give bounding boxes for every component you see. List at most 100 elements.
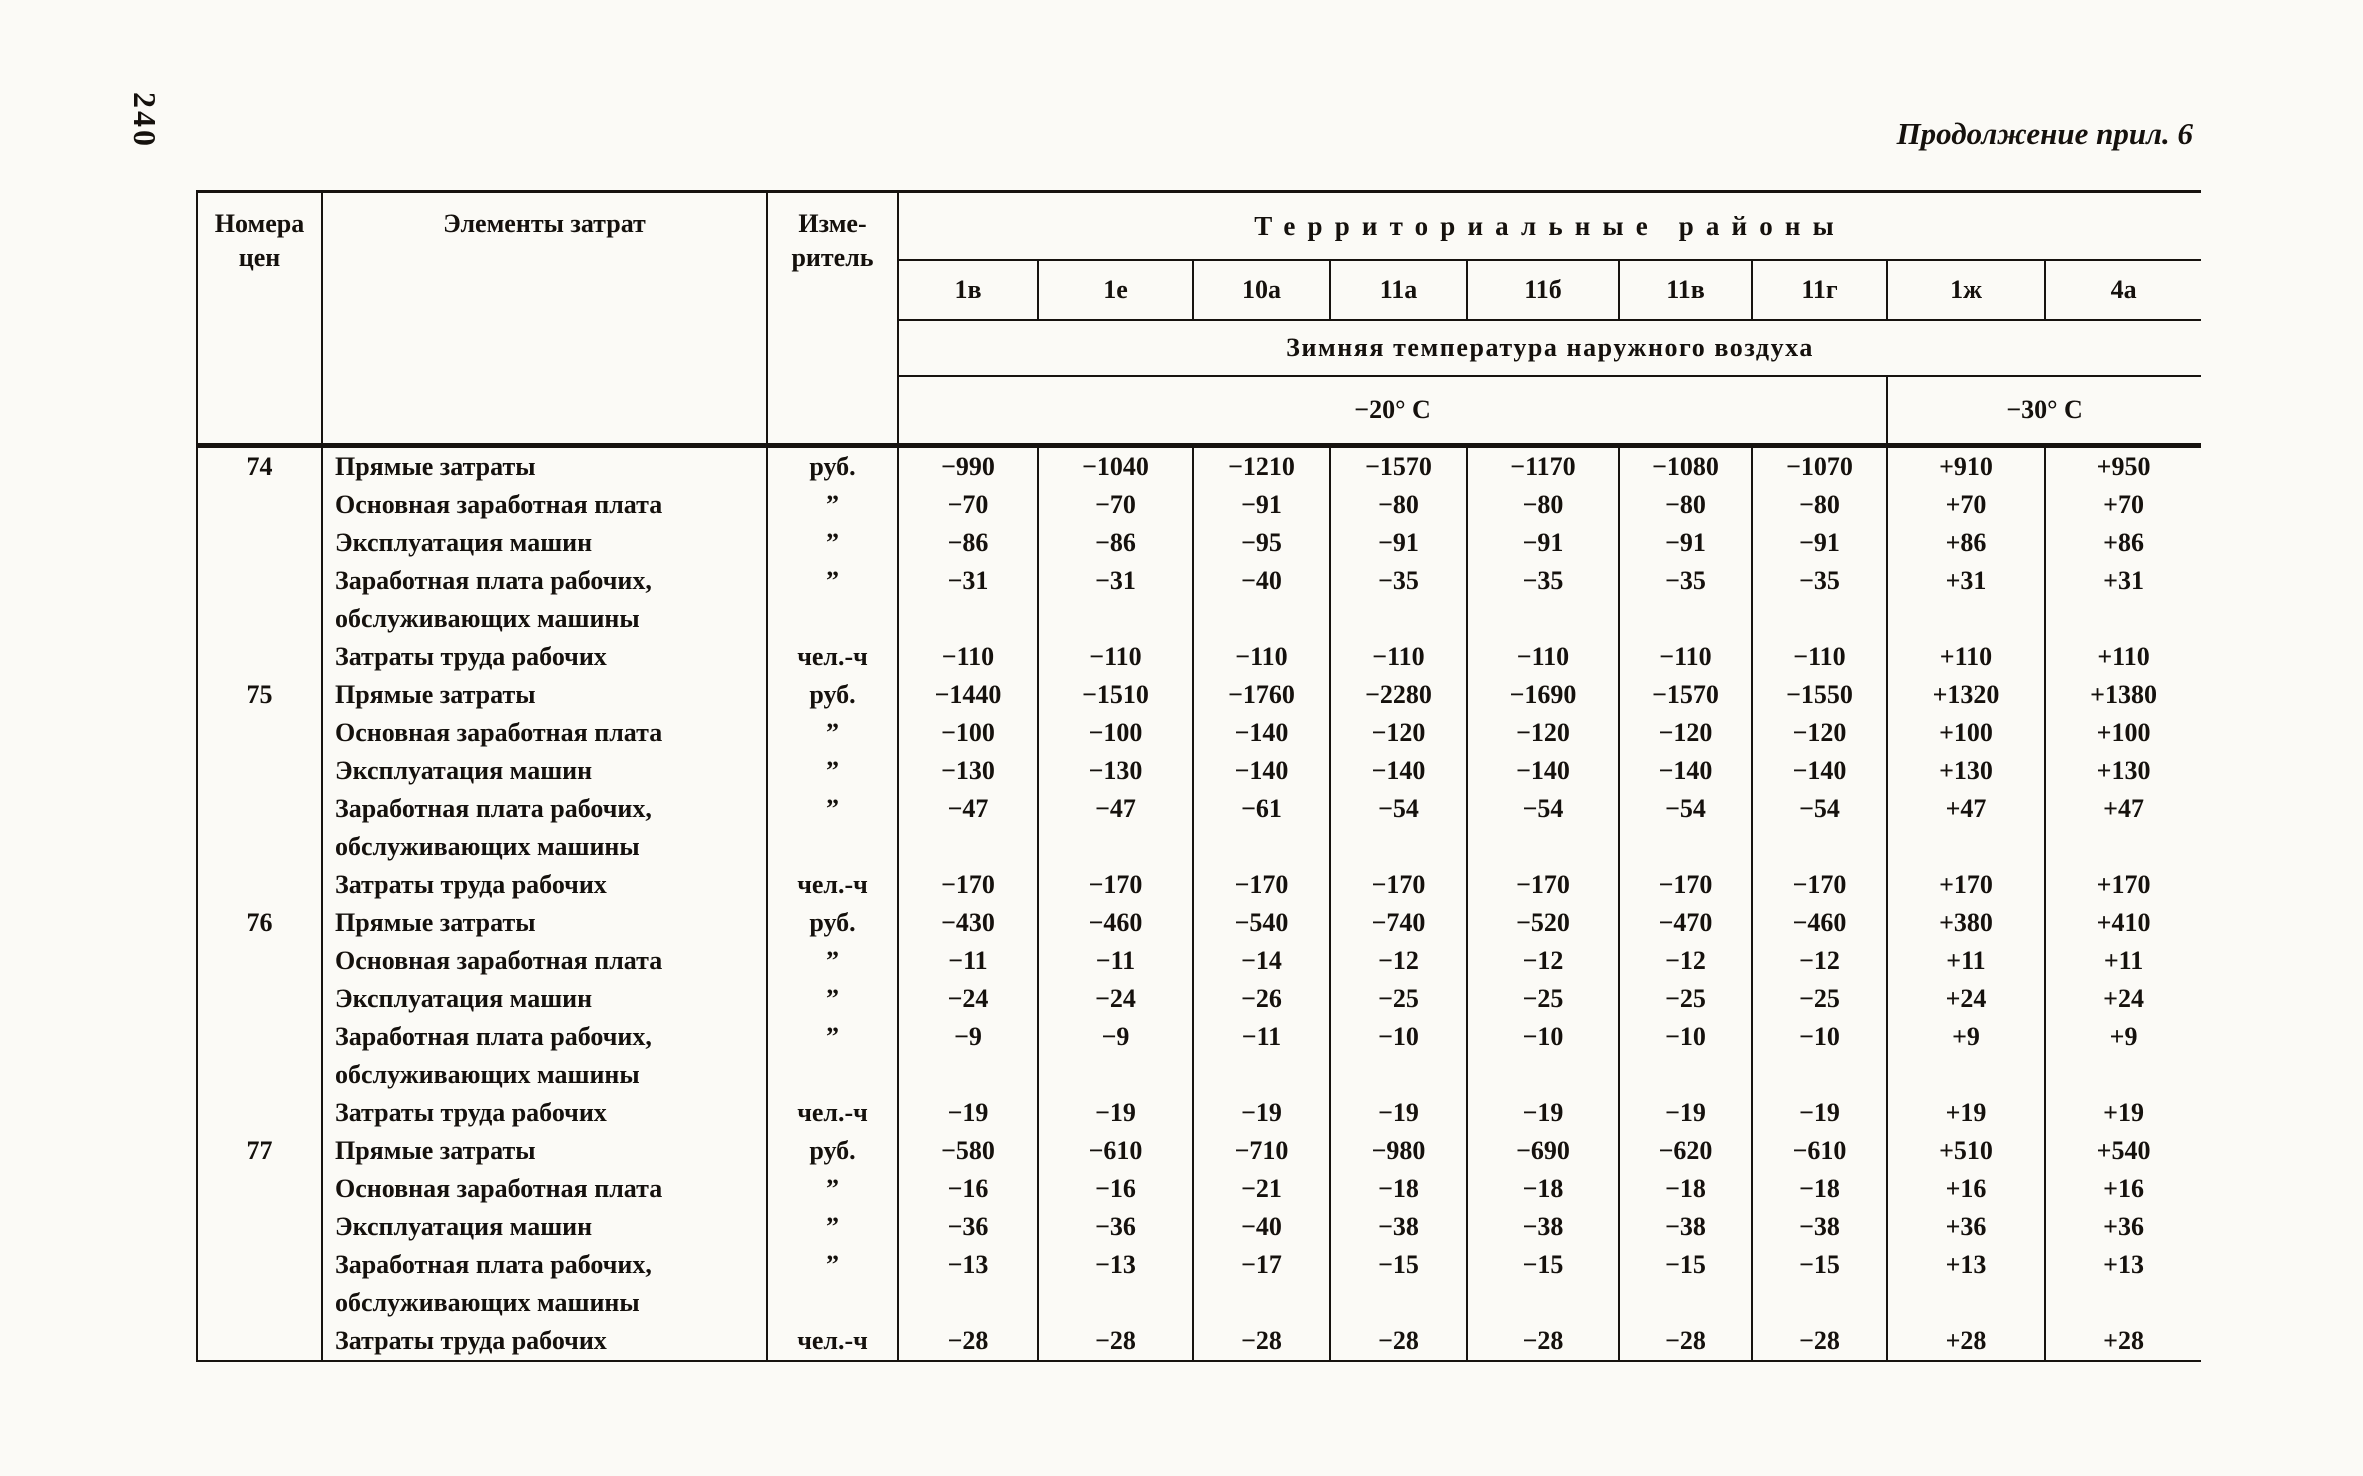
unit-cell: ”	[766, 1170, 898, 1208]
value-cell: −170	[1192, 866, 1330, 904]
value-cell: +28	[2043, 1322, 2202, 1361]
unit-cell: чел.-ч	[766, 638, 898, 676]
value-cell: +100	[2043, 714, 2202, 752]
value-cell: −110	[1751, 638, 1887, 676]
value-cell: −2280	[1329, 676, 1467, 714]
value-cell: −120	[1751, 714, 1887, 752]
value-cell: −9	[1037, 1018, 1193, 1056]
value-cell: +1320	[1886, 676, 2045, 714]
value-cell: −18	[1466, 1170, 1619, 1208]
value-cell: −1210	[1192, 445, 1330, 486]
value-cell: +16	[2043, 1170, 2202, 1208]
value-cell: −35	[1751, 562, 1887, 600]
cost-element-cell: Затраты труда рабочих	[321, 1322, 767, 1361]
page-number: 240	[127, 92, 163, 149]
value-cell: +24	[2043, 980, 2202, 1018]
value-cell: −19	[1192, 1094, 1330, 1132]
value-cell: −1570	[1329, 445, 1467, 486]
value-cell: −91	[1618, 524, 1752, 562]
value-cell: −36	[897, 1208, 1038, 1246]
price-number-cell	[197, 600, 322, 638]
value-cell: −36	[1037, 1208, 1193, 1246]
value-cell: −170	[1037, 866, 1193, 904]
value-cell: −120	[1618, 714, 1752, 752]
header-price-numbers: Номера цен	[197, 191, 323, 448]
value-cell: +11	[2043, 942, 2202, 980]
value-cell: +31	[1886, 562, 2045, 600]
value-cell	[1192, 600, 1330, 638]
table-row: 75 Прямые затраты руб. −1440 −1510 −1760 −2280…	[197, 676, 2202, 714]
value-cell: −460	[1751, 904, 1887, 942]
region-code-11g: 11г	[1751, 260, 1887, 321]
value-cell: −28	[1037, 1322, 1193, 1361]
value-cell: −430	[897, 904, 1038, 942]
table-row: 74 Прямые затраты руб. −990 −1040 −1210 −1570−…	[197, 445, 2202, 486]
value-cell	[1037, 1284, 1193, 1322]
unit-cell: руб.	[766, 676, 898, 714]
header-unit: Изме- ритель	[767, 191, 899, 448]
value-cell: −31	[897, 562, 1038, 600]
price-number-cell: 74	[246, 452, 273, 482]
cost-element-cell: Заработная плата рабочих,	[321, 1246, 767, 1284]
value-cell: −1760	[1192, 676, 1330, 714]
price-number-cell	[197, 942, 322, 980]
cost-element-cell: обслуживающих машины	[321, 828, 767, 866]
unit-cell	[766, 1284, 898, 1322]
price-number-cell	[197, 866, 322, 904]
value-cell: −170	[897, 866, 1038, 904]
value-cell	[1329, 600, 1467, 638]
value-cell: −110	[1466, 638, 1619, 676]
value-cell	[2043, 1284, 2202, 1322]
table-body: 74 Прямые затраты руб. −990 −1040 −1210 −1570−…	[197, 445, 2202, 1361]
value-cell: +70	[1886, 486, 2045, 524]
unit-cell: ”	[766, 486, 898, 524]
region-code-11a: 11а	[1329, 260, 1467, 321]
value-cell	[1192, 1284, 1330, 1322]
value-cell: −170	[1618, 866, 1752, 904]
value-cell: −710	[1192, 1132, 1330, 1170]
value-cell: −12	[1329, 942, 1467, 980]
value-cell: −610	[1037, 1132, 1193, 1170]
value-cell: −18	[1329, 1170, 1467, 1208]
cost-element-cell: обслуживающих машины	[321, 600, 767, 638]
value-cell	[1751, 828, 1887, 866]
header-temp-minus30: −30° С	[1885, 376, 2202, 448]
value-cell	[1037, 1056, 1193, 1094]
price-number-cell	[197, 638, 322, 676]
value-cell: +1380	[2043, 676, 2202, 714]
value-cell: −25	[1618, 980, 1752, 1018]
value-cell	[1886, 828, 2045, 866]
value-cell: −1080	[1618, 445, 1752, 486]
value-cell: −24	[1037, 980, 1193, 1018]
value-cell	[1618, 828, 1752, 866]
value-cell	[1037, 600, 1193, 638]
value-cell: −120	[1466, 714, 1619, 752]
region-code-4a: 4а	[2043, 260, 2202, 321]
value-cell	[897, 1284, 1038, 1322]
value-cell	[1751, 1284, 1887, 1322]
cost-element-cell: Основная заработная плата	[321, 1170, 767, 1208]
value-cell: −28	[1329, 1322, 1467, 1361]
unit-cell: чел.-ч	[766, 866, 898, 904]
value-cell	[1618, 1056, 1752, 1094]
value-cell: −11	[1037, 942, 1193, 980]
value-cell: −47	[1037, 790, 1193, 828]
header-row-temperature-title: Зимняя температура наружного воздуха	[197, 320, 2202, 377]
table-row: обслуживающих машины	[197, 600, 2202, 638]
value-cell: −70	[897, 486, 1038, 524]
value-cell: −1170	[1466, 445, 1619, 486]
cost-element-cell: Эксплуатация машин	[321, 980, 767, 1018]
value-cell: −28	[1618, 1322, 1752, 1361]
cost-element-cell: Основная заработная плата	[321, 486, 767, 524]
table-row: Эксплуатация машин” −130 −130 −140 −140 −140−…	[197, 752, 2202, 790]
value-cell: −580	[897, 1132, 1038, 1170]
value-cell: −80	[1466, 486, 1619, 524]
price-number-cell	[197, 1208, 322, 1246]
region-code-10a: 10а	[1192, 260, 1330, 321]
header-price-numbers-line1: Номера	[214, 209, 305, 238]
value-cell: −170	[1329, 866, 1467, 904]
value-cell: +110	[2043, 638, 2202, 676]
value-cell: −12	[1618, 942, 1752, 980]
price-number-cell: 77	[246, 1136, 273, 1166]
value-cell: −15	[1466, 1246, 1619, 1284]
